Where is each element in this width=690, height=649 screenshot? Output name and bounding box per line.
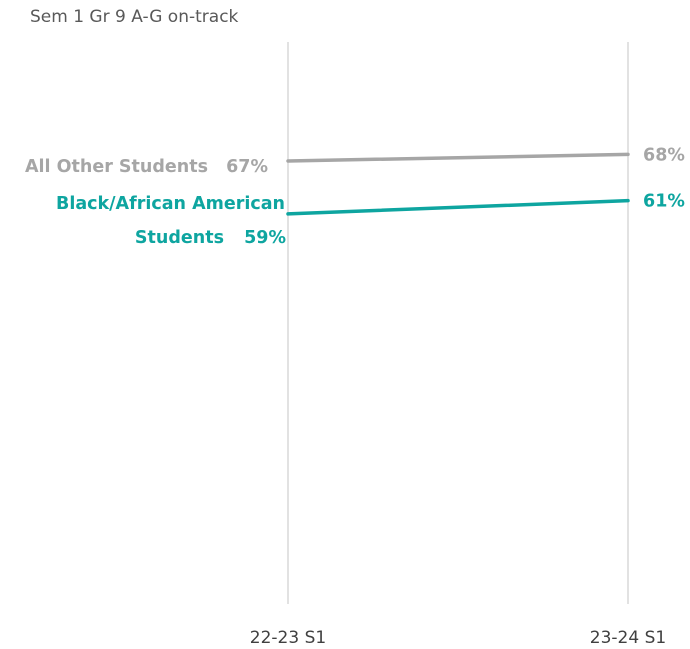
series-line-all-other-students bbox=[286, 152, 630, 163]
data-label-all-other-23-24: 68% bbox=[643, 145, 685, 165]
series-label-black-african-american-line1: Black/African American bbox=[56, 194, 285, 214]
series-line-black-african-american-students bbox=[286, 198, 630, 216]
chart-title: Sem 1 Gr 9 A-G on-track bbox=[30, 7, 239, 27]
data-label-black-african-american-22-23: 59% bbox=[244, 228, 286, 248]
series-label-all-other-students: All Other Students bbox=[25, 157, 208, 177]
data-label-black-african-american-23-24: 61% bbox=[643, 192, 685, 212]
x-tick-label-23-24-s1: 23-24 S1 bbox=[590, 628, 666, 648]
series-label-black-african-american-line2: Students bbox=[135, 228, 224, 248]
data-label-all-other-22-23: 67% bbox=[226, 157, 268, 177]
x-tick-label-22-23-s1: 22-23 S1 bbox=[250, 628, 326, 648]
